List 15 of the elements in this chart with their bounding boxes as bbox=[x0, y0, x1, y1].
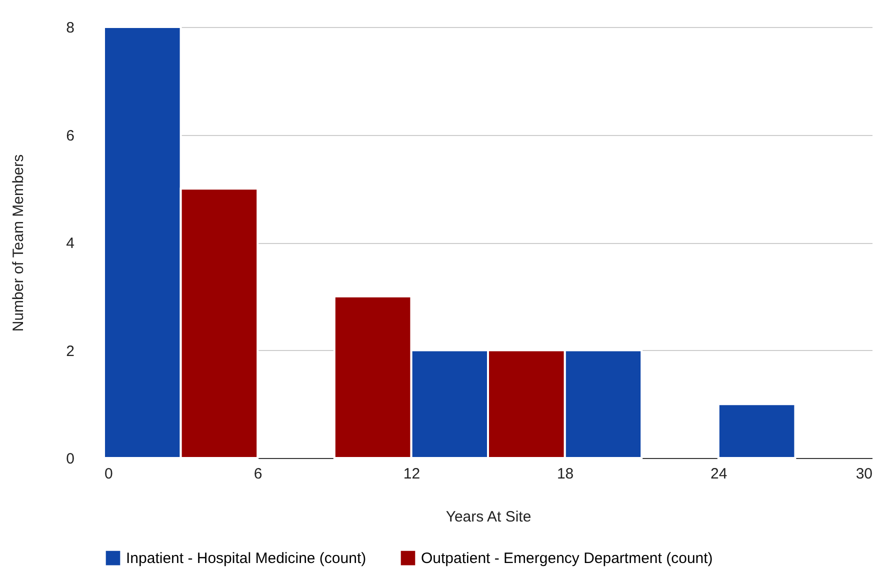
x-tick-label: 12 bbox=[403, 466, 420, 482]
x-tick-label: 24 bbox=[710, 466, 728, 482]
y-tick-label: 8 bbox=[66, 20, 74, 36]
y-axis-title: Number of Team Members bbox=[10, 154, 28, 332]
x-tick-label: 6 bbox=[254, 466, 262, 482]
x-tick-label: 0 bbox=[104, 466, 113, 482]
y-tick-label: 2 bbox=[66, 342, 74, 360]
x-tick-label: 18 bbox=[556, 466, 574, 482]
legend-label: Outpatient - Emergency Department (count) bbox=[421, 550, 713, 568]
y-tick-label: 4 bbox=[66, 235, 74, 252]
y-tick-label: 6 bbox=[66, 127, 74, 144]
legend-label: Inpatient - Hospital Medicine (count) bbox=[126, 550, 366, 568]
x-tick-label: 30 bbox=[856, 466, 872, 482]
x-axis-title: Years At Site bbox=[446, 508, 532, 526]
y-tick-label: 0 bbox=[66, 450, 74, 468]
